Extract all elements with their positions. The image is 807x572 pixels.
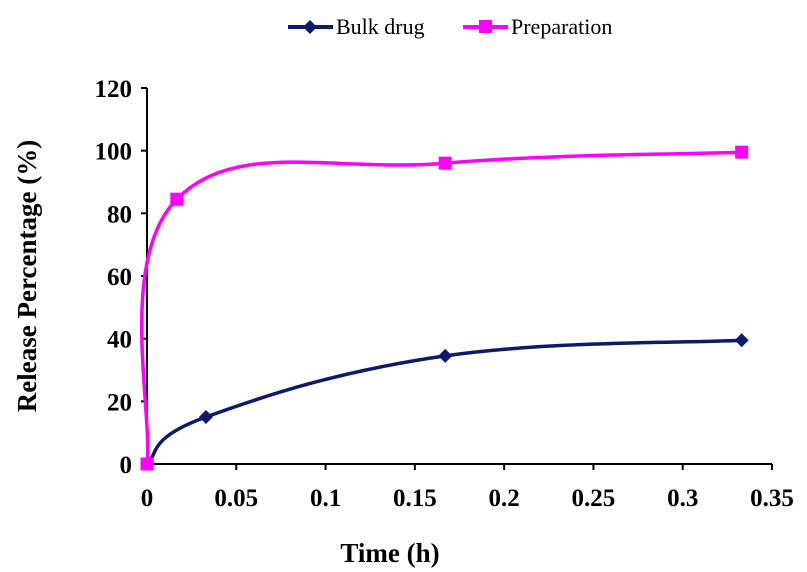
legend-label-bulk-drug: Bulk drug xyxy=(336,14,425,39)
x-tick-label: 0.1 xyxy=(310,485,341,512)
y-tick-label: 60 xyxy=(107,264,132,291)
y-ticks: 0 20 40 60 80 100 120 xyxy=(95,76,147,479)
y-tick-label: 20 xyxy=(107,389,132,416)
data-point-preparation xyxy=(170,192,184,206)
y-tick-label: 40 xyxy=(107,327,132,354)
y-tick-label: 100 xyxy=(95,139,133,166)
x-tick-label: 0.35 xyxy=(750,485,794,512)
series-line-preparation xyxy=(140,150,742,465)
legend: Bulk drug Preparation xyxy=(288,14,612,39)
x-tick-label: 0 xyxy=(141,485,154,512)
axes xyxy=(146,88,772,465)
y-tick-label: 80 xyxy=(107,201,132,228)
legend-marker-preparation xyxy=(479,20,492,33)
x-axis-title: Time (h) xyxy=(340,538,439,568)
x-tick-label: 0.2 xyxy=(489,485,520,512)
series-layer xyxy=(140,145,749,471)
series-line-bulk-drug xyxy=(145,338,742,466)
y-tick-label: 120 xyxy=(95,76,133,103)
data-point-preparation xyxy=(140,457,154,471)
legend-label-preparation: Preparation xyxy=(511,14,612,39)
data-point-preparation xyxy=(735,145,749,159)
x-tick-label: 0.3 xyxy=(667,485,698,512)
x-tick-label: 0.15 xyxy=(393,485,437,512)
x-ticks: 0 0.05 0.1 0.15 0.2 0.25 0.3 0.35 xyxy=(141,464,794,512)
data-point-preparation xyxy=(438,156,452,170)
legend-marker-bulk-drug xyxy=(303,20,317,34)
y-tick-label: 0 xyxy=(120,452,133,479)
x-tick-label: 0.05 xyxy=(214,485,258,512)
x-tick-label: 0.25 xyxy=(572,485,616,512)
data-point-bulk-drug xyxy=(438,348,453,363)
data-point-bulk-drug xyxy=(734,333,749,348)
data-point-bulk-drug xyxy=(198,410,213,424)
y-axis-title: Release Percentage (%) xyxy=(12,140,42,412)
